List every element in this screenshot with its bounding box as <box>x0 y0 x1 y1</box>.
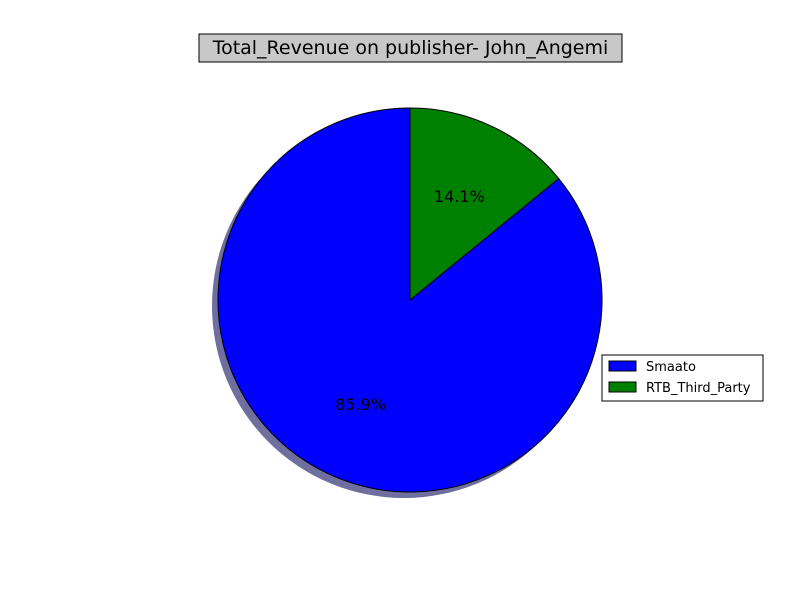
legend-label-smaato: Smaato <box>646 360 696 375</box>
pie: 85.9% 14.1% <box>212 107 603 498</box>
pie-slice-rtb-third-party <box>409 107 560 302</box>
legend-box <box>601 354 764 402</box>
title-box <box>198 33 623 63</box>
pie-slice-pct-label: 85.9% <box>335 395 386 414</box>
legend-label-rtb-third-party: RTB_Third_Party <box>646 381 751 396</box>
chart-title-text: Total_Revenue on publisher- John_Angemi <box>212 37 609 59</box>
pie-slice-pct-label: 14.1% <box>434 187 485 206</box>
legend: Smaato RTB_Third_Party <box>601 354 764 402</box>
pie-slices <box>217 107 603 493</box>
pie-slice-labels: 85.9% 14.1% <box>335 187 485 414</box>
chart-title: Total_Revenue on publisher- John_Angemi <box>198 33 623 63</box>
legend-swatch-smaato <box>608 360 637 372</box>
legend-swatch-rtb-third-party <box>608 381 637 393</box>
